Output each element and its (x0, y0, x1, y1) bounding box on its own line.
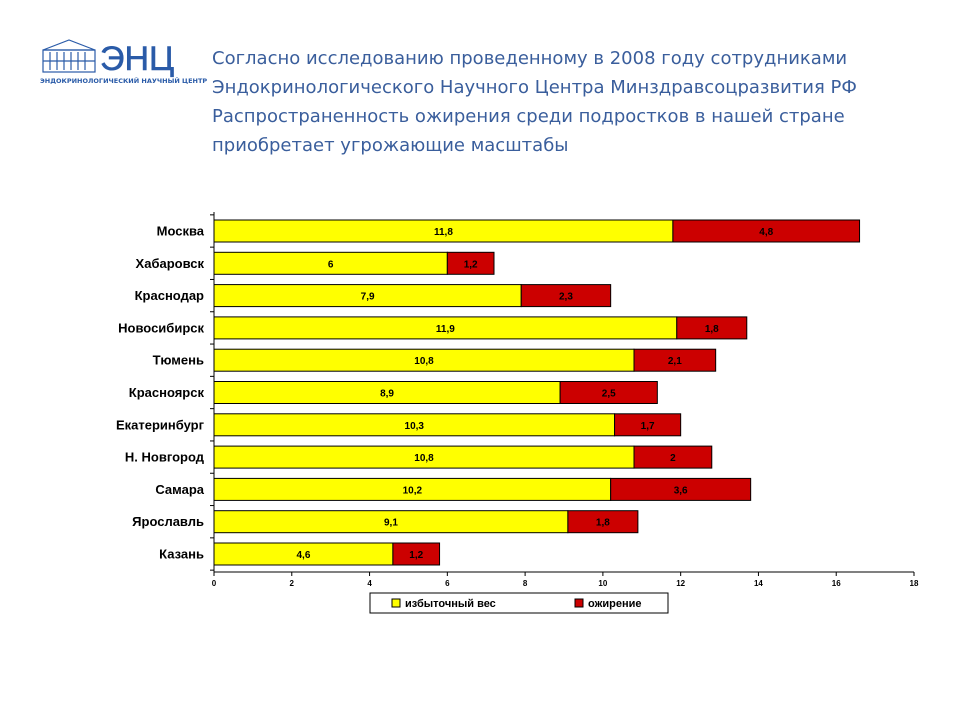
bar-obesity (610, 477, 752, 501)
value-label-obesity: 2,5 (602, 389, 616, 400)
x-tick-label: 6 (445, 579, 450, 588)
category-label: Новосибирск (118, 320, 204, 335)
x-tick-label: 14 (754, 579, 763, 588)
bar-obesity (676, 316, 748, 340)
legend-label-obesity: ожирение (588, 598, 642, 610)
category-label: Ярославль (132, 514, 204, 529)
x-tick-label: 12 (676, 579, 685, 588)
category-label: Москва (157, 224, 205, 239)
x-tick-label: 2 (290, 579, 295, 588)
value-label-obesity: 1,2 (464, 259, 478, 270)
value-label-overweight: 8,9 (380, 389, 394, 400)
legend-box (369, 592, 669, 614)
bar-obesity (672, 219, 861, 243)
value-label-overweight: 11,9 (436, 324, 455, 335)
bar-obesity (559, 381, 658, 404)
value-label-obesity: 3,6 (674, 485, 688, 496)
bar-obesity (446, 251, 495, 275)
bar-obesity (633, 445, 713, 469)
value-label-overweight: 6 (328, 259, 334, 270)
value-label-overweight: 10,2 (403, 485, 423, 496)
x-tick-label: 18 (910, 579, 919, 588)
building-icon (42, 39, 96, 73)
value-label-obesity: 1,7 (641, 421, 655, 432)
legend-swatch-overweight (391, 598, 401, 608)
x-tick-label: 0 (212, 579, 217, 588)
category-label: Самара (155, 482, 204, 497)
value-label-overweight: 10,3 (405, 421, 425, 432)
legend: избыточный вес ожирение (369, 592, 669, 614)
category-label: Тюмень (153, 353, 204, 368)
title-line-1: Согласно исследованию проведенному в 200… (212, 48, 848, 69)
value-label-obesity: 1,8 (705, 324, 719, 335)
value-label-overweight: 11,8 (434, 227, 453, 238)
x-tick-label: 4 (367, 579, 372, 588)
x-tick-label: 10 (598, 579, 607, 588)
category-label: Хабаровск (136, 256, 205, 271)
value-label-overweight: 4,6 (296, 550, 310, 561)
bar-obesity (633, 348, 717, 372)
value-label-obesity: 4,8 (759, 227, 773, 238)
value-label-overweight: 7,9 (361, 292, 375, 303)
value-label-obesity: 1,8 (596, 518, 610, 529)
title-line-2: Эндокринологического Научного Центра Мин… (212, 77, 857, 98)
value-label-obesity: 2 (670, 453, 676, 464)
category-label: Екатеринбург (116, 417, 205, 432)
bar-obesity (520, 284, 612, 308)
category-label: Красноярск (129, 385, 205, 400)
bar-obesity (567, 510, 639, 534)
value-label-obesity: 2,3 (559, 292, 573, 303)
x-tick-label: 8 (523, 579, 528, 588)
title-line-3: Распространенность ожирения среди подрос… (212, 106, 845, 127)
page-title: Согласно исследованию проведенному в 200… (212, 44, 942, 160)
value-label-overweight: 9,1 (384, 518, 398, 529)
stacked-bar-chart: 0 2 4 6 8 10 12 14 16 18 Москва 11,8 4,8 Хабаровск 6 1,… (116, 212, 919, 614)
bar-obesity (392, 542, 441, 566)
category-label: Казань (159, 547, 204, 562)
x-tick-label: 16 (832, 579, 841, 588)
value-label-obesity: 1,2 (409, 550, 423, 561)
bar-obesity (614, 413, 682, 437)
category-label: Краснодар (135, 288, 204, 303)
logo-mark: ЭНЦ (100, 40, 174, 78)
value-label-overweight: 10,8 (414, 453, 434, 464)
legend-swatch-obesity (574, 598, 584, 608)
legend-label-overweight: избыточный вес (405, 598, 496, 610)
logo-caption: ЭНДОКРИНОЛОГИЧЕСКИЙ НАУЧНЫЙ ЦЕНТР (40, 77, 208, 85)
category-label: Н. Новгород (125, 450, 205, 465)
enc-logo: ЭНЦ (42, 39, 174, 78)
title-line-4: приобретает угрожающие масштабы (212, 135, 569, 156)
value-label-obesity: 2,1 (668, 356, 682, 367)
value-label-overweight: 10,8 (414, 356, 434, 367)
